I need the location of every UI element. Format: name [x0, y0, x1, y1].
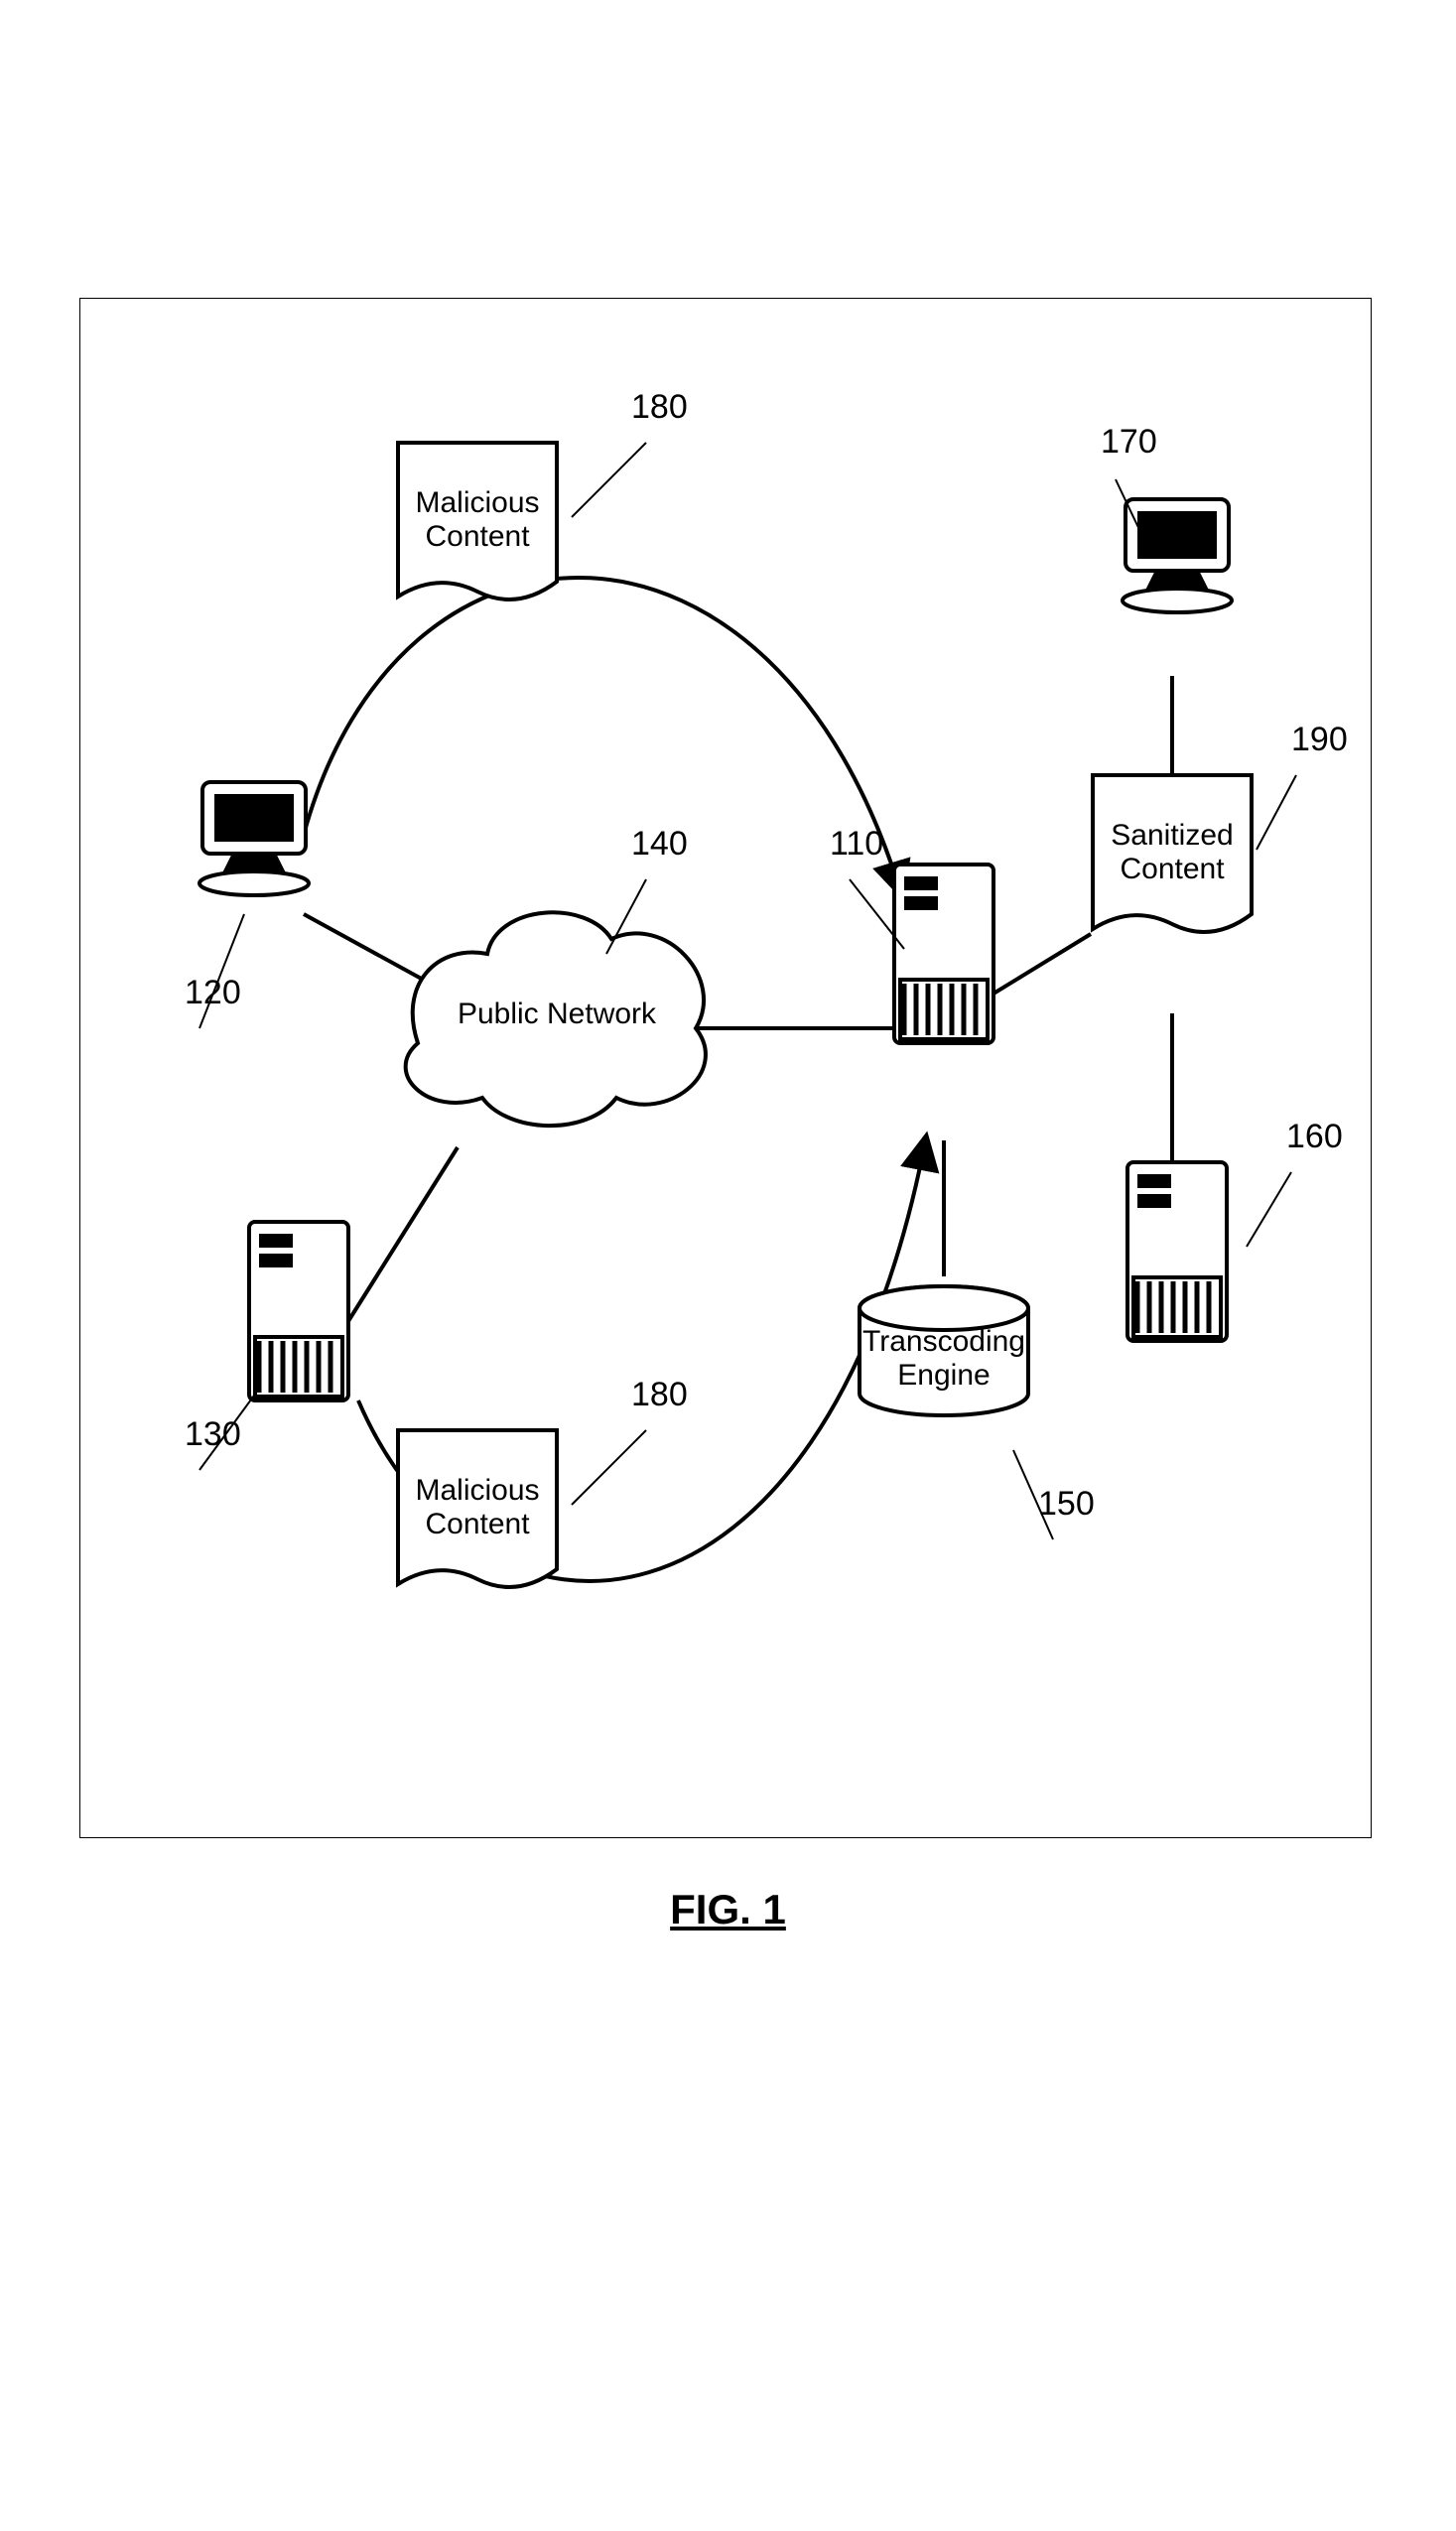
ref-label-120: 120: [185, 974, 241, 1011]
svg-text:Sanitized: Sanitized: [1111, 819, 1233, 852]
lead-line: [1247, 1172, 1291, 1247]
ref-label-190: 190: [1291, 721, 1348, 758]
diagram-svg: 120130MaliciousContent180MaliciousConten…: [80, 299, 1371, 1837]
node-server160: [1127, 1162, 1227, 1341]
ref-label-180: 180: [631, 1376, 688, 1413]
node-client170: [1123, 499, 1232, 612]
node-sanitized: SanitizedContent: [1093, 775, 1252, 932]
page: 120130MaliciousContent180MaliciousConten…: [0, 0, 1456, 2531]
edge-client120-main110: [304, 578, 901, 894]
lead-line: [572, 1430, 646, 1505]
ref-label-140: 140: [631, 825, 688, 863]
node-mal_top: MaliciousContent: [398, 443, 557, 599]
node-client120: [199, 782, 309, 895]
ref-label-170: 170: [1101, 423, 1157, 461]
svg-text:Transcoding: Transcoding: [862, 1325, 1025, 1358]
node-mal_bot: MaliciousContent: [398, 1430, 557, 1587]
ref-label-110: 110: [830, 825, 883, 863]
lead-line: [1257, 775, 1296, 850]
edge-main110-sanitized: [993, 934, 1091, 994]
node-transcode: TranscodingEngine: [860, 1286, 1028, 1415]
ref-label-160: 160: [1286, 1118, 1343, 1155]
edge-server130-cloud: [348, 1147, 458, 1321]
node-cloud: Public Network: [406, 912, 706, 1126]
figure-1-diagram: 120130MaliciousContent180MaliciousConten…: [79, 298, 1372, 1838]
ref-label-130: 130: [185, 1415, 241, 1453]
lead-line: [572, 443, 646, 517]
node-server130: [249, 1222, 348, 1400]
svg-text:Content: Content: [425, 1508, 530, 1540]
svg-text:Content: Content: [425, 520, 530, 553]
svg-text:Malicious: Malicious: [415, 486, 539, 519]
svg-text:Engine: Engine: [897, 1359, 990, 1392]
ref-label-180: 180: [631, 388, 688, 426]
node-main110: [894, 865, 993, 1043]
svg-text:Public Network: Public Network: [458, 998, 657, 1030]
svg-text:Content: Content: [1120, 853, 1225, 885]
svg-text:Malicious: Malicious: [415, 1474, 539, 1507]
figure-title: FIG. 1: [0, 1886, 1456, 1933]
ref-label-150: 150: [1038, 1485, 1095, 1523]
